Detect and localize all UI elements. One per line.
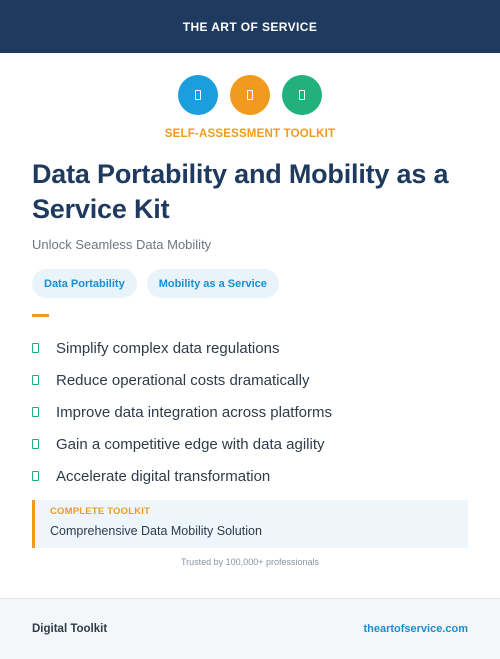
- benefit-text: Gain a competitive edge with data agilit…: [56, 435, 325, 453]
- doc-icon: [178, 75, 218, 115]
- list-item: Accelerate digital transformation: [32, 460, 472, 492]
- doc-icon: [230, 75, 270, 115]
- list-item: Improve data integration across platform…: [32, 396, 472, 428]
- doc-icon: [282, 75, 322, 115]
- list-item: Gain a competitive edge with data agilit…: [32, 428, 472, 460]
- benefit-text: Improve data integration across platform…: [56, 403, 332, 421]
- kicker-label: SELF-ASSESSMENT TOOLKIT: [164, 128, 336, 140]
- check-icon: [32, 375, 39, 385]
- icon-row: [0, 75, 500, 115]
- footer: Digital Toolkit theartofservice.com: [0, 598, 500, 659]
- tag-list: Data Portability Mobility as a Service: [32, 269, 279, 298]
- page-title: Data Portability and Mobility as a Servi…: [32, 159, 449, 224]
- list-item: Reduce operational costs dramatically: [32, 364, 472, 396]
- website-link[interactable]: theartofservice.com: [363, 623, 468, 635]
- trusted-note: Trusted by 100,000+ professionals: [180, 557, 319, 567]
- benefit-list: Simplify complex data regulations Reduce…: [32, 332, 472, 492]
- tag-data-portability: Data Portability: [32, 269, 137, 298]
- callout-label: COMPLETE TOOLKIT: [50, 506, 151, 517]
- accent-divider: [32, 314, 49, 317]
- benefit-text: Accelerate digital transformation: [56, 467, 271, 485]
- tag-mobility-as-a-service: Mobility as a Service: [146, 269, 279, 298]
- benefit-text: Reduce operational costs dramatically: [56, 371, 310, 389]
- subtitle: Unlock Seamless Data Mobility: [32, 237, 212, 252]
- brand-name: THE ART OF SERVICE: [182, 19, 318, 34]
- footer-label: Digital Toolkit: [32, 623, 108, 635]
- check-icon: [32, 407, 39, 417]
- check-icon: [32, 471, 39, 481]
- toolkit-callout: COMPLETE TOOLKIT Comprehensive Data Mobi…: [32, 500, 468, 548]
- check-icon: [32, 343, 39, 353]
- benefit-text: Simplify complex data regulations: [56, 339, 280, 357]
- list-item: Simplify complex data regulations: [32, 332, 472, 364]
- callout-text: Comprehensive Data Mobility Solution: [50, 524, 262, 538]
- check-icon: [32, 439, 39, 449]
- top-banner: THE ART OF SERVICE: [0, 0, 500, 53]
